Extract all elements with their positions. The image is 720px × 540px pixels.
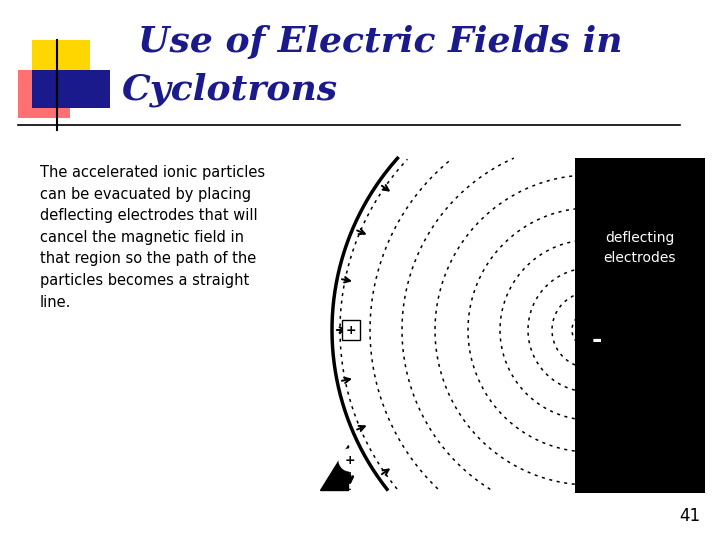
Text: -: -: [592, 328, 602, 352]
Text: Cyclotrons: Cyclotrons: [122, 73, 338, 107]
Bar: [342, 320, 360, 340]
Text: deflecting
electrodes: deflecting electrodes: [604, 231, 676, 265]
Text: The accelerated ionic particles
can be evacuated by placing
deflecting electrode: The accelerated ionic particles can be e…: [40, 165, 265, 309]
Text: +: +: [346, 323, 356, 336]
Text: Use of Electric Fields in: Use of Electric Fields in: [138, 25, 622, 59]
Text: 41: 41: [679, 507, 700, 525]
Circle shape: [339, 449, 361, 471]
Bar: [32, 70, 110, 108]
Bar: [575, 158, 705, 493]
Polygon shape: [320, 445, 348, 490]
Bar: [18, 70, 70, 118]
Text: +: +: [345, 454, 355, 467]
Bar: [32, 40, 90, 95]
